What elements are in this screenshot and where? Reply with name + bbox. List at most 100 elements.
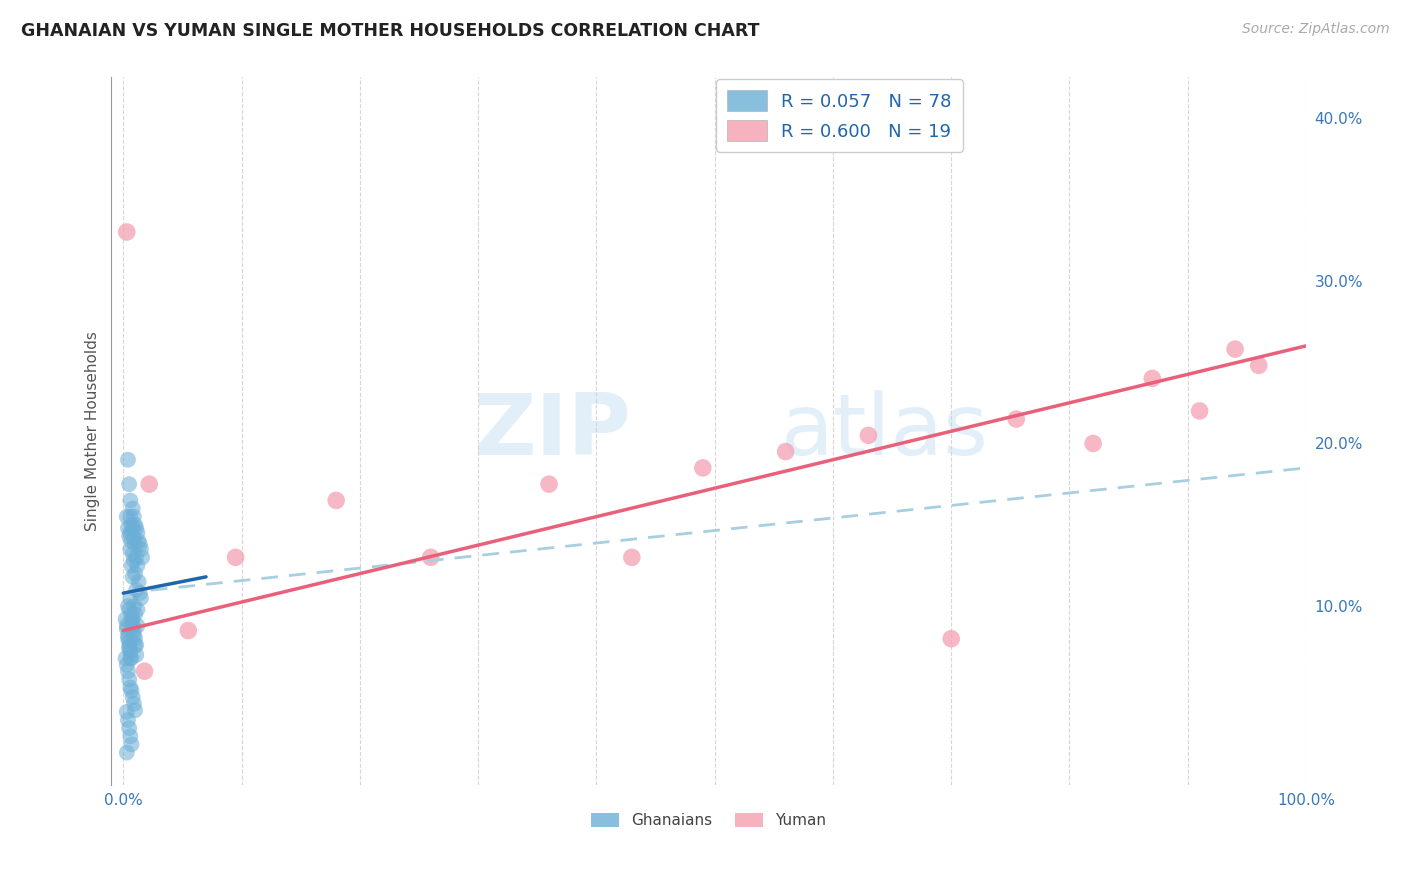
Point bbox=[1247, 359, 1270, 373]
Point bbox=[122, 553, 145, 567]
Point bbox=[125, 521, 148, 535]
Legend: Ghanaians, Yuman: Ghanaians, Yuman bbox=[585, 806, 832, 834]
Point bbox=[941, 632, 963, 646]
Point bbox=[114, 612, 136, 626]
Point bbox=[118, 477, 141, 491]
Point bbox=[124, 632, 146, 646]
Point bbox=[120, 591, 142, 605]
Point bbox=[121, 534, 143, 549]
Point bbox=[129, 542, 152, 557]
Point bbox=[121, 517, 143, 532]
Point bbox=[115, 622, 138, 636]
Point bbox=[1005, 412, 1028, 426]
Point bbox=[127, 618, 149, 632]
Point bbox=[120, 525, 142, 540]
Point bbox=[1142, 371, 1164, 385]
Y-axis label: Single Mother Households: Single Mother Households bbox=[86, 331, 100, 532]
Point bbox=[122, 599, 145, 614]
Point bbox=[1223, 342, 1246, 356]
Point bbox=[128, 537, 150, 551]
Point bbox=[124, 703, 146, 717]
Point bbox=[114, 651, 136, 665]
Point bbox=[125, 638, 148, 652]
Point bbox=[118, 673, 141, 687]
Point bbox=[122, 628, 145, 642]
Point bbox=[121, 612, 143, 626]
Point bbox=[775, 444, 797, 458]
Point bbox=[118, 635, 141, 649]
Point bbox=[134, 664, 156, 678]
Point bbox=[122, 509, 145, 524]
Point bbox=[692, 461, 714, 475]
Point bbox=[118, 529, 141, 543]
Point bbox=[129, 591, 152, 605]
Point bbox=[121, 612, 143, 626]
Point bbox=[115, 705, 138, 719]
Point bbox=[121, 690, 143, 705]
Point bbox=[122, 697, 145, 711]
Point bbox=[121, 683, 143, 698]
Point bbox=[115, 746, 138, 760]
Point bbox=[118, 602, 141, 616]
Point bbox=[115, 618, 138, 632]
Point bbox=[115, 509, 138, 524]
Point bbox=[177, 624, 200, 638]
Point bbox=[138, 477, 160, 491]
Point bbox=[117, 599, 139, 614]
Text: Source: ZipAtlas.com: Source: ZipAtlas.com bbox=[1241, 22, 1389, 37]
Text: atlas: atlas bbox=[780, 390, 988, 473]
Point bbox=[115, 225, 138, 239]
Point bbox=[120, 509, 142, 524]
Point bbox=[1081, 436, 1104, 450]
Point bbox=[121, 521, 143, 535]
Point bbox=[117, 521, 139, 535]
Point bbox=[858, 428, 880, 442]
Point bbox=[124, 537, 146, 551]
Point bbox=[117, 452, 139, 467]
Point bbox=[122, 531, 145, 545]
Point bbox=[125, 550, 148, 565]
Point bbox=[131, 550, 153, 565]
Point bbox=[419, 550, 441, 565]
Text: ZIP: ZIP bbox=[474, 390, 631, 473]
Point bbox=[128, 534, 150, 549]
Point bbox=[121, 501, 143, 516]
Point bbox=[118, 640, 141, 654]
Point bbox=[127, 602, 149, 616]
Point bbox=[127, 558, 149, 573]
Point bbox=[325, 493, 347, 508]
Point bbox=[125, 582, 148, 597]
Point bbox=[121, 547, 143, 561]
Point bbox=[620, 550, 643, 565]
Point bbox=[1188, 404, 1211, 418]
Point bbox=[120, 681, 142, 695]
Point bbox=[124, 517, 146, 532]
Point bbox=[121, 607, 143, 622]
Point bbox=[124, 566, 146, 581]
Point bbox=[118, 641, 141, 656]
Point bbox=[121, 570, 143, 584]
Point bbox=[115, 657, 138, 672]
Point bbox=[120, 651, 142, 665]
Point bbox=[538, 477, 561, 491]
Point bbox=[127, 525, 149, 540]
Point bbox=[117, 632, 139, 646]
Point bbox=[125, 648, 148, 662]
Point bbox=[120, 729, 142, 743]
Point bbox=[121, 738, 143, 752]
Point bbox=[124, 607, 146, 622]
Point bbox=[124, 638, 146, 652]
Point bbox=[117, 713, 139, 727]
Point bbox=[121, 618, 143, 632]
Point bbox=[117, 628, 139, 642]
Point bbox=[118, 721, 141, 735]
Point bbox=[120, 645, 142, 659]
Point bbox=[121, 618, 143, 632]
Point bbox=[225, 550, 247, 565]
Point bbox=[117, 664, 139, 678]
Point bbox=[128, 586, 150, 600]
Point bbox=[121, 558, 143, 573]
Point bbox=[120, 493, 142, 508]
Point bbox=[120, 542, 142, 557]
Point bbox=[122, 624, 145, 638]
